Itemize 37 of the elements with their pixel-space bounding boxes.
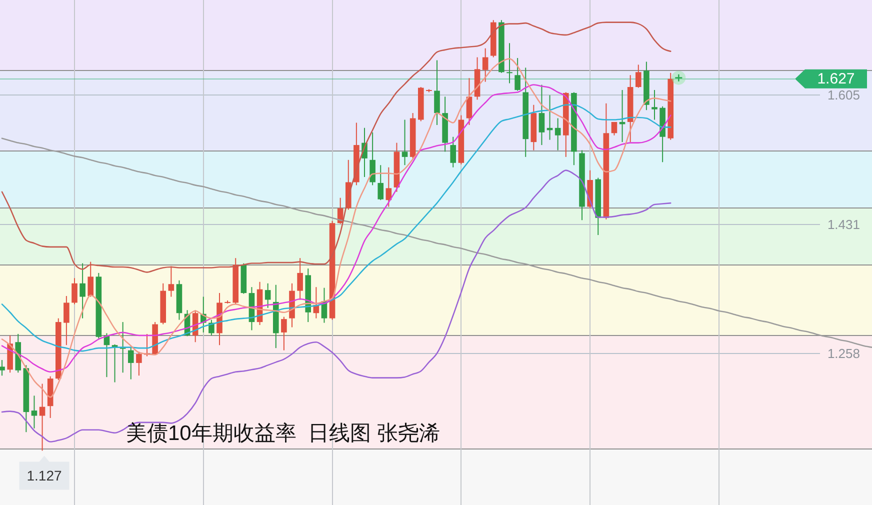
- candlestick: [370, 132, 376, 186]
- candlestick: [88, 261, 94, 298]
- line-series: [1, 170, 672, 442]
- candlestick: [31, 395, 38, 429]
- candlestick: [450, 136, 456, 168]
- ref-line-label: 1.627: [817, 70, 855, 88]
- candlestick: [80, 262, 86, 319]
- candlestick: [0, 359, 5, 376]
- text: 美债10年期收益率 日线图 张尧浠: [126, 422, 440, 445]
- candlestick: [378, 164, 384, 201]
- candlestick: [434, 60, 440, 126]
- y-tick-label: 1.431: [827, 217, 860, 232]
- line-series: [1, 138, 872, 348]
- candlestick: [402, 119, 408, 166]
- annotation: 1.127: [26, 468, 62, 484]
- candlestick: [297, 258, 303, 300]
- candlestick: [506, 42, 512, 84]
- line-series: [1, 22, 672, 273]
- candlestick: [611, 121, 618, 136]
- candlestick: [386, 166, 392, 208]
- candlestick: [635, 64, 642, 88]
- candlestick: [168, 266, 174, 298]
- candlestick: [72, 278, 78, 305]
- y-tick-label: 1.605: [827, 88, 860, 103]
- candlestick: [64, 296, 70, 346]
- candlestick: [39, 383, 46, 452]
- candlestick: [136, 351, 142, 376]
- candlestick: [482, 48, 488, 82]
- y-tick-label: 1.258: [827, 346, 860, 361]
- candlestick: [128, 346, 134, 380]
- candlestick: [554, 118, 561, 151]
- candlestick: [264, 282, 271, 308]
- candlestick: [281, 316, 287, 351]
- candlestick: [514, 58, 520, 92]
- candlestick: [652, 89, 658, 120]
- candlestick: [466, 78, 472, 126]
- candlestick: [538, 84, 545, 146]
